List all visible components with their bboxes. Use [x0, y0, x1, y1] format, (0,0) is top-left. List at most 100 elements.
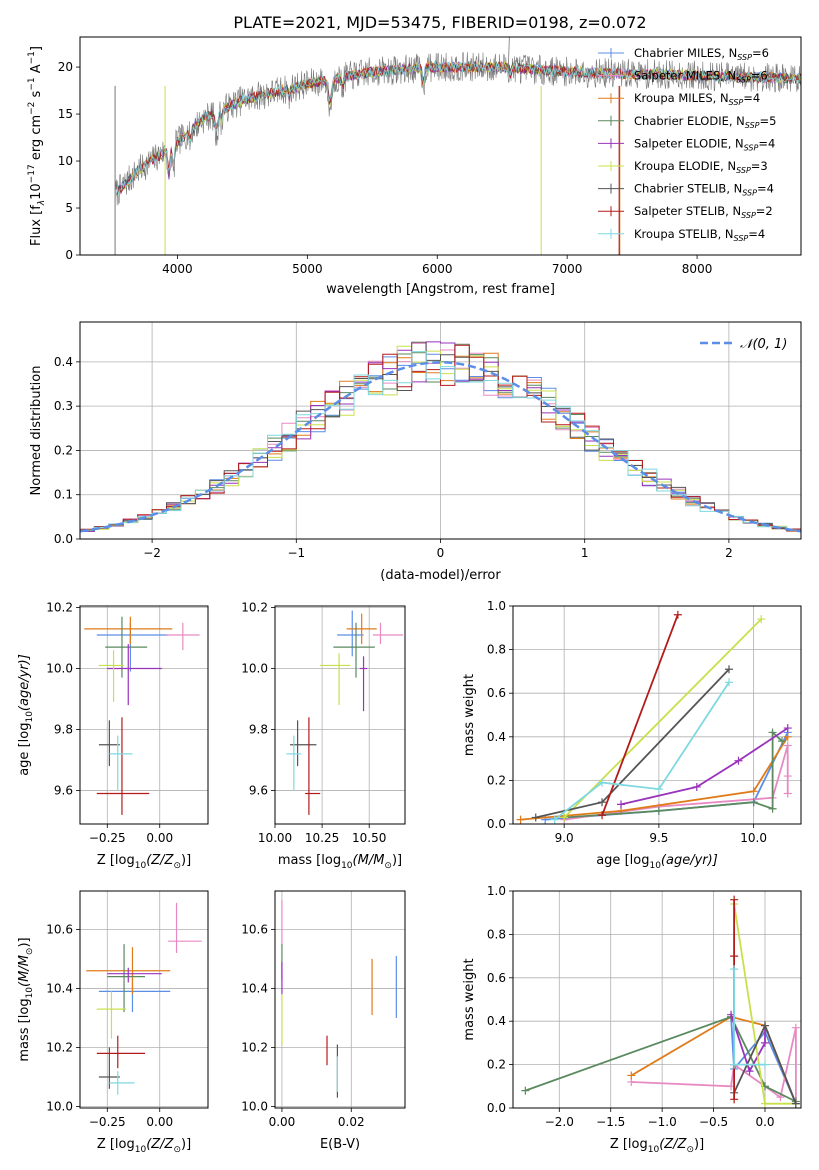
x-tick-label: 9.0 [555, 831, 574, 845]
y-tick-label: 10 [58, 154, 73, 168]
weight-point-marker [730, 952, 739, 961]
weight-point-marker [761, 1099, 769, 1108]
y-tick-label: 10.6 [241, 922, 268, 936]
weight-point-marker [768, 728, 777, 737]
weight-point-marker [749, 798, 758, 807]
y-tick-label: 0.4 [487, 1014, 506, 1028]
spectrum-xlabel: wavelength [Angstrom, rest frame] [326, 282, 555, 297]
weight-point-marker [627, 1071, 636, 1080]
weight-point-marker [783, 732, 792, 741]
age_vs_mass-xlabel: mass [log10(M/M⊙)] [278, 853, 402, 871]
x-tick-label: 4000 [162, 262, 193, 276]
errorbar-point [96, 1035, 146, 1069]
legend-normal-label: 𝒩(0, 1) [740, 337, 787, 352]
weight-point-marker [654, 785, 663, 794]
weight-point-marker [531, 813, 540, 822]
spectrum-axes: 4000 5000 6000 7000 8000 0 5 10 15 20 [58, 60, 713, 276]
y-tick-label: 0.8 [487, 927, 506, 941]
legend-label: Chabrier ELODIE, NSSP=5 [634, 114, 776, 130]
mass_vs_ebv-axes: 0.00 0.02 10.0 10.2 10.4 10.6 [241, 891, 405, 1129]
weight-line-salpeter-stelib [601, 614, 679, 816]
y-tick-label: 10.4 [46, 981, 73, 995]
y-tick-label: 0.6 [487, 686, 506, 700]
spectrum-legend: Chabrier MILES, NSSP=6 Salpeter MILES, NS… [598, 46, 776, 243]
y-tick-label: 0.2 [487, 1058, 506, 1072]
y-tick-label: 10.0 [46, 662, 73, 676]
y-tick-label: 15 [58, 107, 73, 121]
mass_vs_ebv-points [281, 899, 397, 1098]
weight-point-marker [550, 815, 559, 824]
weight-point-marker [783, 772, 792, 781]
y-tick-label: 10.2 [46, 1040, 73, 1054]
weight_vs_Z-frame [512, 890, 802, 1109]
weight-point-marker [598, 798, 607, 807]
weight-point-marker [734, 756, 743, 765]
x-tick-label: −0.25 [89, 1115, 126, 1129]
spectrum-spike-line [507, 37, 510, 77]
errorbar-point [107, 944, 146, 1013]
mass_vs_ebv-frame [274, 890, 406, 1109]
y-tick-label: 10.2 [241, 1040, 268, 1054]
mass_vs_Z-axes: −0.25 0.00 10.0 10.2 10.4 10.6 [46, 891, 208, 1129]
weight_vs_age-series [516, 610, 792, 824]
weight-point-marker [516, 815, 525, 824]
x-tick-label: −1.0 [648, 1115, 677, 1129]
y-tick-label: 0.3 [54, 399, 73, 413]
x-tick-label: −2 [143, 546, 161, 560]
mass_vs_ebv-xlabel: E(B-V) [320, 1137, 360, 1152]
age_vs_mass-axes: 10.00 10.25 10.50 9.6 9.8 10.0 10.2 [241, 601, 405, 845]
errorbar-point [105, 616, 148, 678]
errorbar-point [333, 622, 375, 678]
y-tick-label: 10.2 [46, 601, 73, 615]
age_vs_Z-ylabel: age [log10(age/yr)] [17, 654, 35, 776]
weight-point-marker [745, 1067, 754, 1076]
age_vs_mass-frame [274, 605, 406, 825]
errorbar-point [109, 735, 133, 791]
legend-label: Kroupa MILES, NSSP=4 [634, 91, 760, 107]
errorbar-point [337, 610, 364, 657]
weight_vs_age-frame [512, 605, 802, 825]
errorbar-point [286, 735, 302, 791]
x-tick-label: 0.00 [269, 1115, 296, 1129]
weight-point-marker [783, 724, 792, 733]
x-tick-label: 0.00 [146, 831, 173, 845]
y-tick-label: 10.6 [46, 922, 73, 936]
model-line-salpeter-stelib [116, 61, 801, 195]
y-tick-label: 9.6 [54, 783, 73, 797]
y-tick-label: 10.0 [241, 662, 268, 676]
weight-point-marker [761, 1021, 769, 1030]
weight-point-marker [730, 965, 739, 974]
model-line-kroupa-stelib [116, 61, 801, 195]
age_vs_Z-frame [79, 605, 209, 825]
x-tick-label: 5000 [292, 262, 323, 276]
y-tick-label: 1.0 [487, 599, 506, 613]
x-tick-label: 10.0 [740, 831, 767, 845]
errorbar-point [166, 622, 200, 651]
y-tick-label: 9.8 [54, 722, 73, 736]
spectrum-plot [114, 37, 801, 255]
age_vs_Z-axes: −0.25 0.00 9.6 9.8 10.0 10.2 [46, 601, 208, 845]
weight_vs_Z-ylabel: mass weight [462, 958, 477, 1040]
y-tick-label: 5 [65, 201, 73, 215]
errorbar-point [98, 720, 120, 767]
x-tick-label: −2.0 [545, 1115, 574, 1129]
spectrum-frame [79, 36, 802, 256]
x-tick-label: −0.25 [89, 831, 126, 845]
errorbar-point [98, 650, 125, 703]
weight-point-marker [761, 1060, 769, 1069]
x-tick-label: 9.5 [649, 831, 668, 845]
y-tick-label: 20 [58, 60, 73, 74]
weight-line-chabrier-miles [730, 1016, 797, 1105]
histogram-frame [79, 321, 802, 540]
y-tick-label: 10.0 [46, 1100, 73, 1114]
mass_vs_Z-ylabel: mass [log10(M/M⊙)] [17, 937, 35, 1061]
errorbar-point [109, 1071, 135, 1095]
y-tick-label: 0.6 [487, 971, 506, 985]
weight-point-marker [730, 1060, 739, 1069]
x-tick-label: 0 [437, 546, 445, 560]
errorbar-point [84, 616, 173, 645]
y-tick-label: 0.1 [54, 488, 73, 502]
weight-line-kroupa-miles [520, 736, 789, 821]
